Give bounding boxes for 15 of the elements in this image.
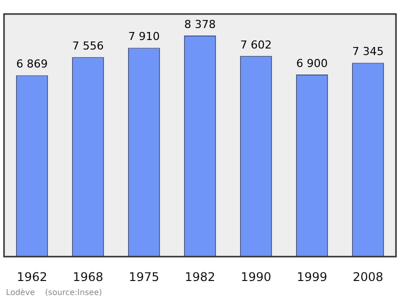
text: Lodève (source:Insee) xyxy=(6,288,102,297)
x-tick-label: 1990 xyxy=(240,270,272,284)
x-tick-label: 1968 xyxy=(72,270,104,284)
x-tick-label: 1999 xyxy=(296,270,328,284)
x-tick-label: 1975 xyxy=(128,270,160,284)
data-label: 7 556 xyxy=(72,40,104,53)
data-label: 7 345 xyxy=(352,45,384,58)
data-label: 8 378 xyxy=(184,18,216,31)
x-tick-label: 2008 xyxy=(352,270,384,284)
data-label: 6 869 xyxy=(16,58,48,71)
x-tick-label: 1962 xyxy=(16,270,48,284)
data-label: 7 910 xyxy=(128,30,160,44)
data-label: 7 602 xyxy=(240,38,272,52)
data-label: 6 900 xyxy=(296,56,328,70)
x-tick-label: 1982 xyxy=(184,270,216,284)
